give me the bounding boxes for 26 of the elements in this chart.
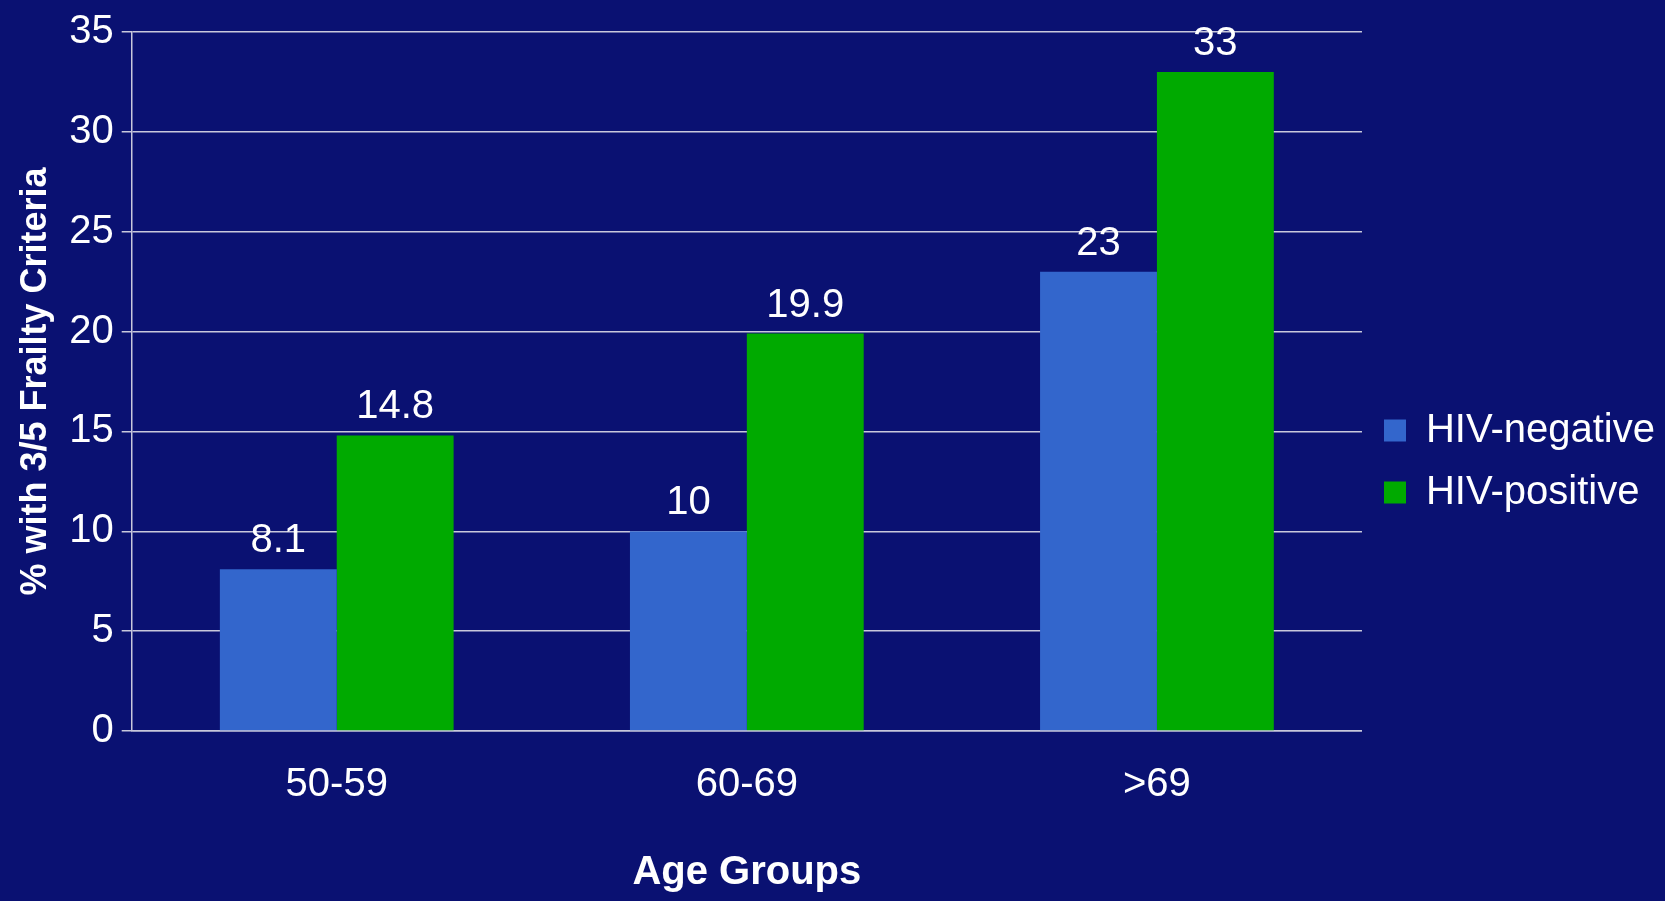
data-label: 19.9 (766, 280, 845, 325)
data-label: 14.8 (356, 382, 435, 427)
y-axis-title: % with 3/5 Frailty Criteria (12, 166, 54, 596)
data-label: 23 (1076, 218, 1121, 263)
bar (336, 435, 454, 731)
bar (746, 333, 864, 731)
y-tick-label: 25 (69, 206, 114, 251)
y-tick-label: 35 (69, 7, 114, 52)
x-tick-label: 50-59 (285, 760, 388, 805)
x-tick-label: 60-69 (695, 760, 798, 805)
y-tick-label: 30 (69, 106, 114, 151)
data-label: 10 (666, 478, 711, 523)
bar (219, 569, 337, 731)
x-axis-title: Age Groups (632, 848, 862, 893)
legend-label: HIV-negative (1425, 405, 1656, 450)
legend-label: HIV-positive (1425, 467, 1640, 512)
data-label: 33 (1193, 18, 1238, 63)
bar (629, 531, 747, 731)
y-tick-label: 20 (69, 306, 114, 351)
bar (1040, 271, 1157, 731)
y-tick-label: 0 (91, 706, 114, 751)
x-tick-label: >69 (1123, 760, 1191, 805)
bar (1156, 71, 1274, 731)
y-tick-label: 5 (91, 606, 114, 651)
y-tick-label: 10 (69, 506, 114, 551)
y-tick-label: 15 (69, 406, 114, 451)
